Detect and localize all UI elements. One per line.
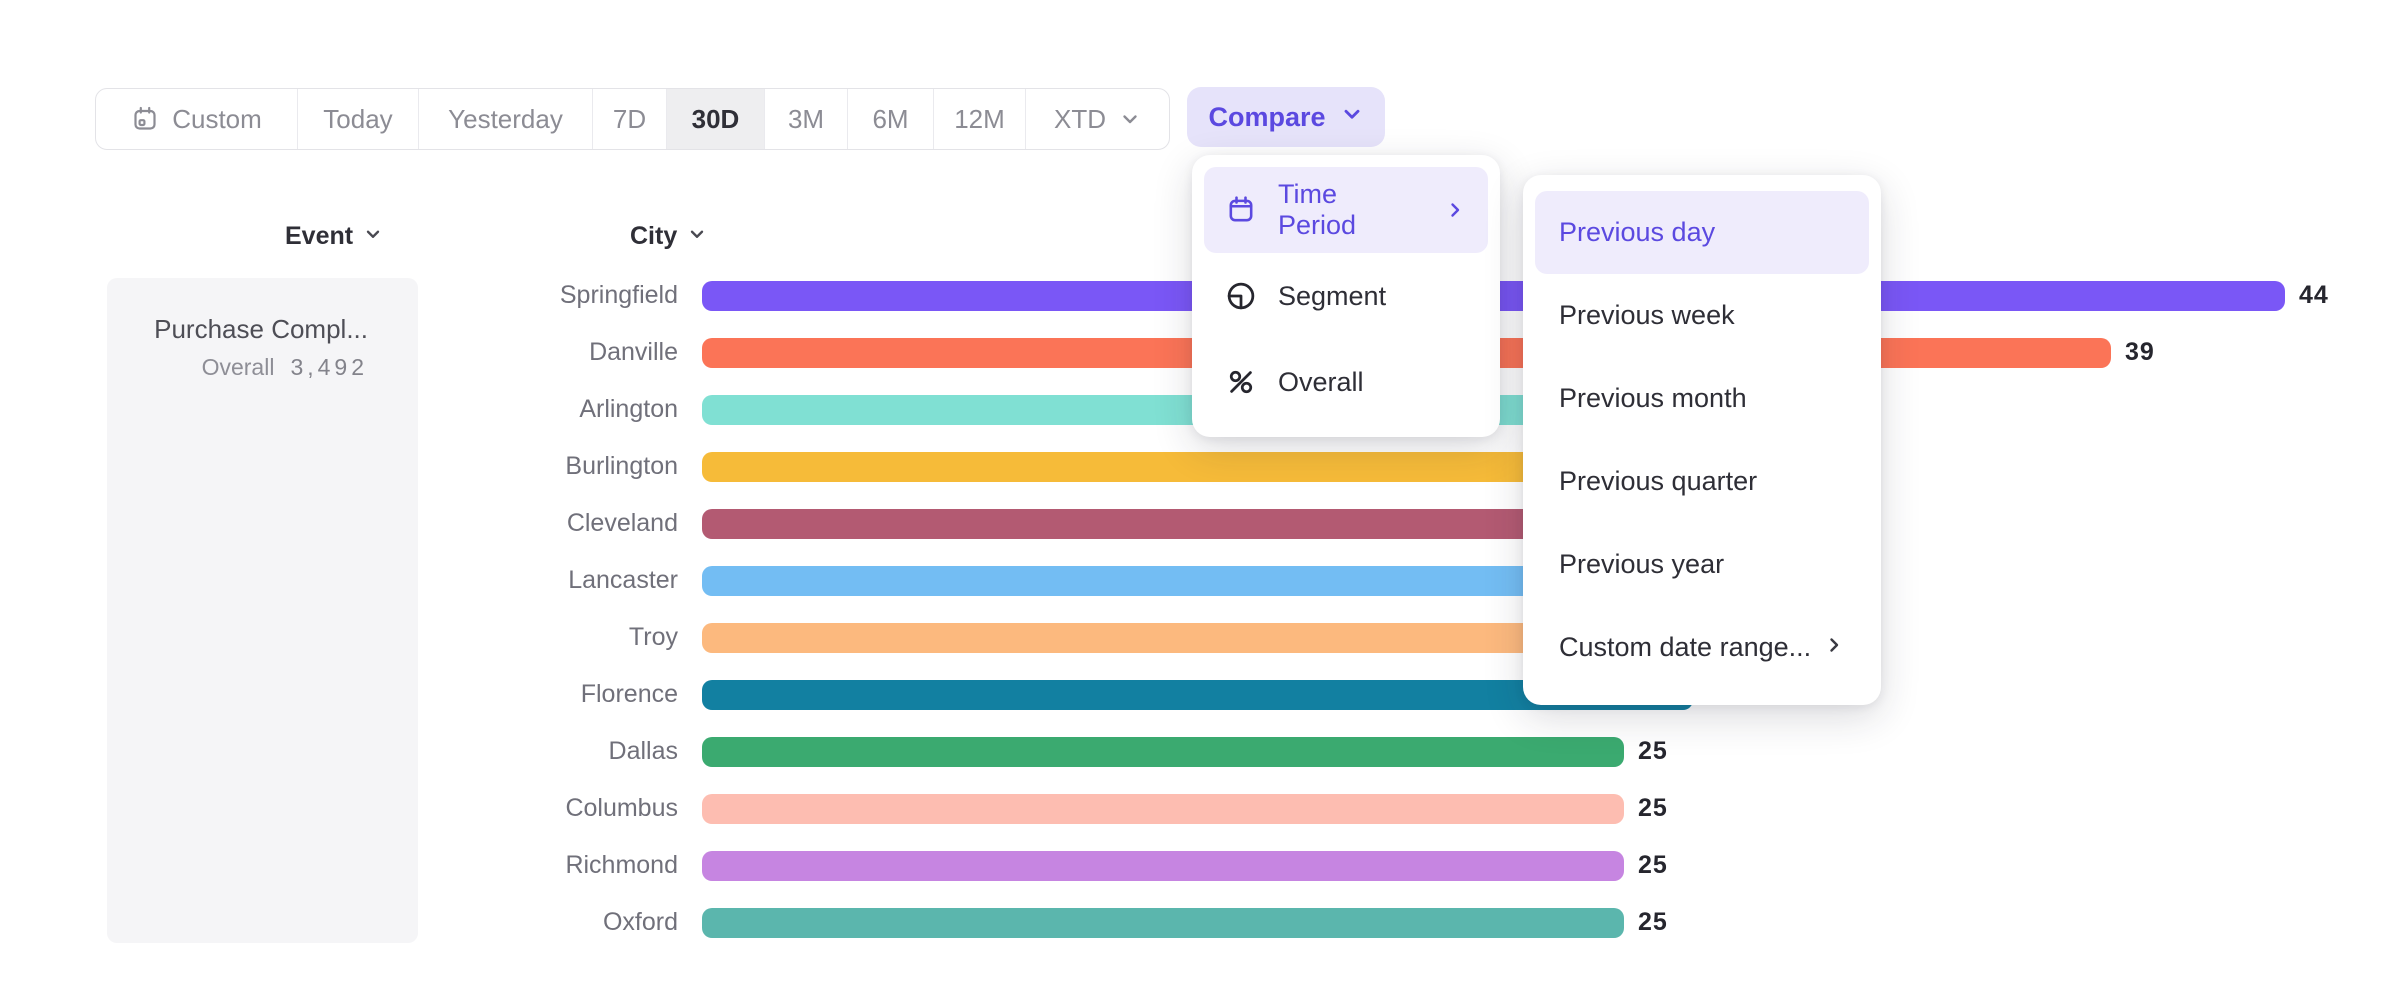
bar-value: 25 — [1638, 851, 1668, 879]
pie-chart-icon — [1226, 281, 1256, 311]
range-label: 12M — [954, 103, 1005, 134]
time-period-submenu: Previous day Previous week Previous mont… — [1523, 175, 1881, 705]
range-label: Today — [323, 103, 393, 134]
bar-label: Danville — [589, 338, 678, 366]
chart-row: Oxford 25 — [260, 894, 2329, 951]
range-30d-button-selected[interactable]: 30D — [667, 89, 765, 149]
overall-value: 3,492 — [290, 354, 368, 380]
range-label: 3M — [787, 103, 825, 134]
bar-label: Dallas — [608, 737, 678, 765]
bar-label: Burlington — [565, 452, 678, 480]
bar-value: 44 — [2299, 281, 2329, 309]
event-overall-row: Overall 3,492 — [202, 354, 368, 381]
bar-value: 25 — [1638, 908, 1668, 936]
chart-row: Dallas 25 — [260, 723, 2329, 780]
city-column-header[interactable]: City — [630, 222, 707, 250]
bar-label: Columbus — [565, 794, 678, 822]
bar-label: Springfield — [559, 281, 678, 309]
range-custom-button[interactable]: Custom — [96, 89, 298, 149]
bar-value: 25 — [1638, 794, 1668, 822]
bar[interactable] — [702, 850, 1624, 881]
submenu-item-previous-week[interactable]: Previous week — [1535, 274, 1869, 357]
event-card[interactable]: Purchase Compl... Overall 3,492 — [107, 278, 418, 943]
event-name: Purchase Compl... — [154, 314, 368, 344]
menu-item-label: Segment — [1278, 280, 1387, 311]
chart-row: Cleveland — [260, 495, 2329, 552]
range-label: Yesterday — [448, 103, 563, 134]
bar[interactable] — [702, 907, 1624, 938]
submenu-item-label: Previous day — [1559, 217, 1716, 247]
range-xtd-dropdown-button[interactable]: XTD — [1026, 89, 1169, 149]
compare-button[interactable]: Compare — [1187, 87, 1385, 147]
range-today-button[interactable]: Today — [298, 89, 419, 149]
event-column-label: Event — [285, 221, 354, 250]
submenu-item-label: Custom date range... — [1559, 632, 1812, 662]
compare-menu: Time Period Segment — [1192, 155, 1500, 437]
date-range-toolbar: Custom Today Yesterday 7D 30D 3M 6M 12M … — [95, 88, 1170, 150]
menu-item-segment[interactable]: Segment — [1204, 253, 1488, 339]
range-label: Custom — [172, 103, 262, 134]
range-12m-button[interactable]: 12M — [934, 89, 1026, 149]
submenu-item-label: Previous quarter — [1559, 466, 1758, 496]
menu-item-overall[interactable]: Overall — [1204, 339, 1488, 425]
calendar-icon — [1226, 195, 1256, 225]
city-column-label: City — [630, 221, 678, 250]
compare-label: Compare — [1208, 101, 1326, 132]
bar-label: Troy — [628, 623, 678, 651]
submenu-item-label: Previous week — [1559, 300, 1735, 330]
chart-row: Burlington — [260, 438, 2329, 495]
event-column-header[interactable]: Event — [285, 222, 383, 250]
overall-label: Overall — [201, 354, 275, 380]
bar-label: Lancaster — [568, 566, 678, 594]
bar-label: Oxford — [602, 908, 678, 936]
submenu-item-custom-date-range[interactable]: Custom date range... — [1535, 606, 1869, 689]
chart-row: Columbus 25 — [260, 780, 2329, 837]
range-label: 30D — [691, 103, 740, 134]
bar-value: 25 — [1638, 737, 1668, 765]
submenu-item-previous-quarter[interactable]: Previous quarter — [1535, 440, 1869, 523]
bar[interactable] — [702, 793, 1624, 824]
range-6m-button[interactable]: 6M — [848, 89, 934, 149]
chart-row: Troy — [260, 609, 2329, 666]
chevron-down-icon — [1119, 108, 1141, 130]
chevron-down-icon — [363, 222, 383, 251]
submenu-item-previous-month[interactable]: Previous month — [1535, 357, 1869, 440]
menu-item-label: Overall — [1278, 366, 1364, 397]
chart-row: Florence — [260, 666, 2329, 723]
range-yesterday-button[interactable]: Yesterday — [419, 89, 593, 149]
range-3m-button[interactable]: 3M — [765, 89, 848, 149]
range-label: 7D — [612, 103, 647, 134]
percent-icon — [1226, 367, 1256, 397]
chevron-down-icon — [687, 222, 707, 251]
range-7d-button[interactable]: 7D — [593, 89, 667, 149]
bar[interactable] — [702, 736, 1624, 767]
menu-item-label: Time Period — [1278, 179, 1357, 240]
chevron-right-icon — [1823, 632, 1845, 663]
bar-label: Arlington — [579, 395, 678, 423]
submenu-item-previous-day[interactable]: Previous day — [1535, 191, 1869, 274]
chart-row: Lancaster — [260, 552, 2329, 609]
bar-label: Cleveland — [566, 509, 678, 537]
menu-item-time-period[interactable]: Time Period — [1204, 167, 1488, 253]
chevron-right-icon — [1444, 199, 1466, 221]
submenu-item-previous-year[interactable]: Previous year — [1535, 523, 1869, 606]
submenu-item-label: Previous month — [1559, 383, 1747, 413]
chevron-down-icon — [1340, 102, 1364, 133]
bar-label: Florence — [580, 680, 678, 708]
range-label: XTD — [1054, 103, 1106, 134]
chart-row: Richmond 25 — [260, 837, 2329, 894]
range-label: 6M — [872, 103, 909, 134]
calendar-icon — [131, 105, 159, 133]
bar-label: Richmond — [565, 851, 678, 879]
bar-value: 39 — [2125, 338, 2155, 366]
submenu-item-label: Previous year — [1559, 549, 1725, 579]
